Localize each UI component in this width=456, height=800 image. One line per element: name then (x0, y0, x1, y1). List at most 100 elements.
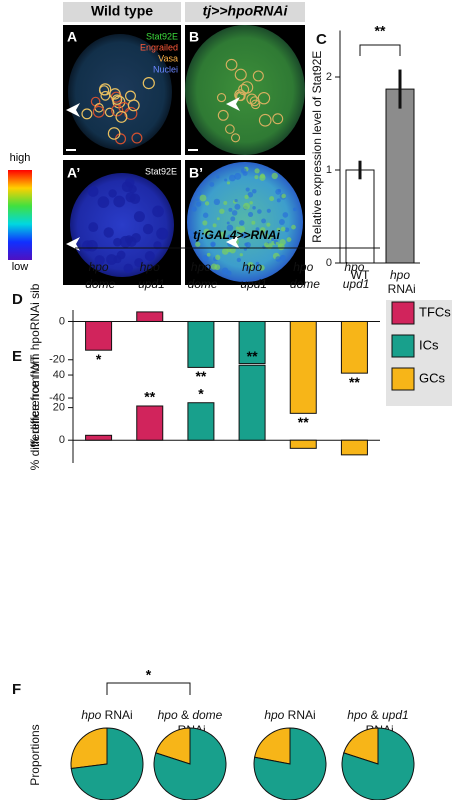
speck (245, 187, 250, 192)
x-tick-label: hpo dome (287, 260, 321, 291)
cell (230, 133, 241, 143)
bar (136, 405, 164, 441)
cell (246, 93, 258, 105)
speck (226, 181, 231, 185)
bar (136, 311, 164, 322)
legend-swatch (391, 334, 415, 358)
pie-slice (153, 727, 227, 800)
header-bg (63, 2, 181, 22)
legend-swatch (391, 301, 415, 325)
speck (280, 254, 286, 261)
x-tick-label: hpo dome (184, 260, 218, 291)
significance: * (198, 385, 204, 401)
speck (202, 254, 209, 262)
color-scale (8, 170, 32, 260)
y-axis-label: % difference from WT (28, 354, 42, 470)
cell (272, 113, 284, 125)
bar (238, 364, 266, 441)
bar (289, 439, 317, 449)
tissue (187, 162, 303, 282)
bar (85, 320, 113, 351)
speck (239, 220, 245, 226)
tissue (185, 25, 305, 155)
x-tick-label: hpo dome (82, 260, 116, 291)
speck (152, 205, 164, 218)
significance: ** (298, 414, 309, 430)
cell (115, 110, 128, 123)
speck (124, 177, 135, 188)
speck (234, 172, 242, 180)
speck (206, 252, 211, 257)
speck (249, 201, 253, 205)
speck (239, 253, 243, 257)
speck (264, 233, 269, 237)
panel-label: D (12, 291, 23, 308)
speck (243, 202, 250, 210)
speck (87, 186, 99, 197)
bar (340, 439, 368, 456)
cell (100, 90, 111, 101)
speck (134, 258, 144, 268)
speck (103, 227, 114, 238)
speck (266, 208, 271, 213)
speck (210, 241, 216, 247)
y-tick-label: -40 (49, 392, 65, 404)
tissue (70, 173, 174, 277)
header: Wild type (91, 3, 153, 19)
significance: ** (195, 368, 206, 384)
speck (124, 235, 134, 244)
cell (81, 108, 93, 120)
speck (209, 182, 215, 187)
speck (221, 267, 229, 275)
speck (199, 194, 207, 202)
bar (340, 320, 368, 374)
pie-slice (70, 727, 108, 770)
speck (245, 265, 251, 272)
significance: ** (349, 374, 360, 390)
speck (228, 174, 236, 182)
y-tick-label: 20 (53, 402, 65, 414)
speck (257, 209, 262, 214)
arrowhead (66, 103, 80, 117)
speck (234, 203, 241, 210)
bar (187, 402, 215, 441)
cell (234, 68, 247, 81)
cell (142, 77, 155, 90)
speck (223, 200, 228, 205)
arrowhead (226, 97, 240, 111)
speck (216, 217, 220, 221)
significance: * (96, 351, 102, 367)
panel-label: A (67, 29, 77, 45)
speck (263, 242, 269, 248)
micrographs: Wild type tj>>hpoRNAi A B A’ B’ Stat92E … (8, 2, 305, 285)
panel-label: F (12, 681, 21, 698)
speck (282, 212, 289, 218)
speck (238, 226, 246, 233)
channel-label: Engrailed (140, 42, 178, 52)
scale-label: high (10, 152, 31, 164)
bar (385, 88, 415, 264)
cell (258, 113, 272, 127)
panel-label: A’ (67, 165, 80, 181)
speck (266, 222, 271, 227)
speck (255, 227, 260, 232)
speck (116, 250, 126, 260)
speck (258, 264, 265, 271)
speck (247, 191, 254, 198)
significance: ** (247, 348, 258, 364)
cell (252, 70, 264, 82)
x-tick-label: hpo upd1 (339, 260, 369, 291)
legend-label: TFCs (419, 304, 451, 319)
speck (88, 222, 99, 233)
panel-label: E (12, 348, 22, 365)
y-tick-label: 2 (326, 71, 332, 83)
cell (131, 132, 143, 144)
cell (99, 83, 112, 96)
legend-label: ICs (419, 337, 439, 352)
speck (276, 227, 281, 232)
pie-label: hpo RNAi (264, 708, 315, 722)
speck (193, 232, 198, 237)
channel-label: Stat92E (146, 31, 178, 41)
